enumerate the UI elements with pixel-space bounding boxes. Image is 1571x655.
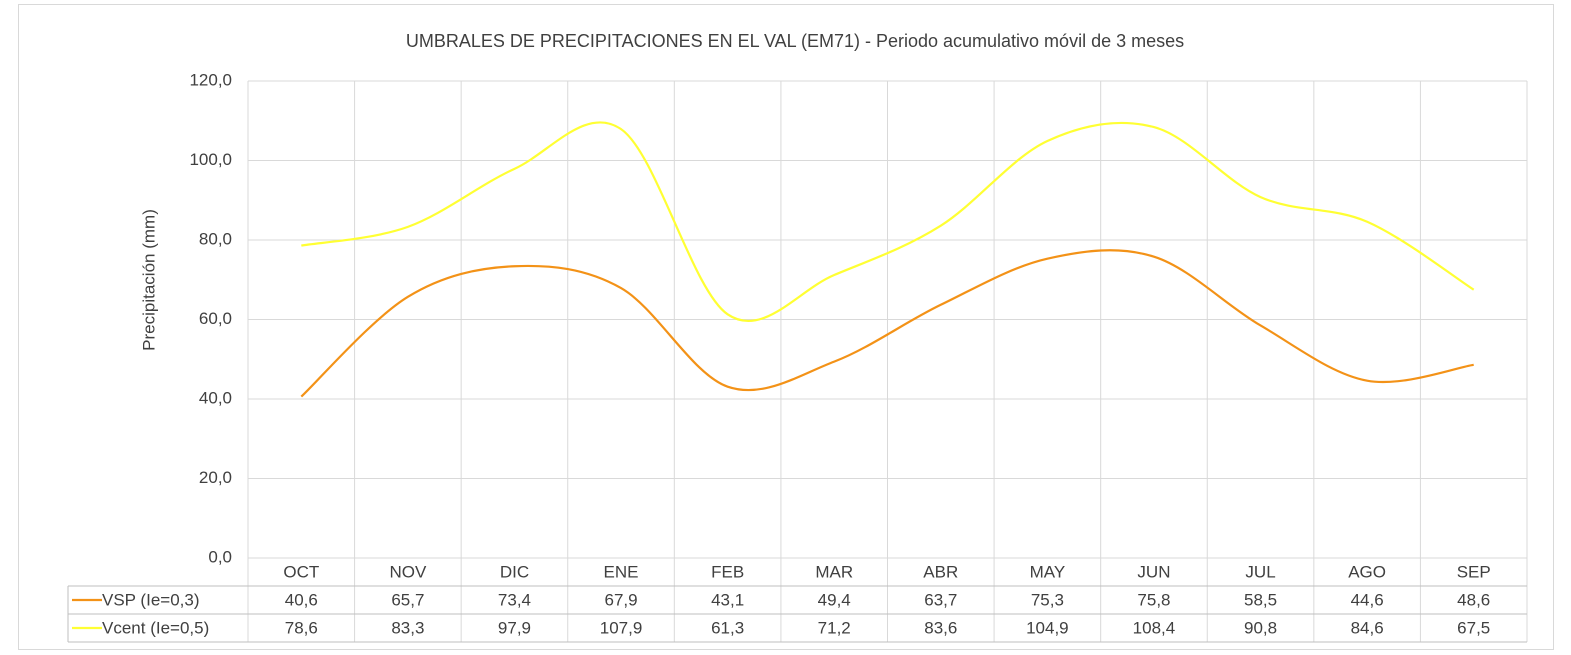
- series-line: [301, 121, 1475, 322]
- table-value: 104,9: [1026, 618, 1069, 637]
- x-tick-label: JUN: [1137, 562, 1170, 581]
- table-value: 61,3: [711, 618, 744, 637]
- x-tick-label: MAY: [1030, 562, 1066, 581]
- x-tick-label: SEP: [1457, 562, 1491, 581]
- x-tick-label: JUL: [1245, 562, 1275, 581]
- y-tick-label: 20,0: [199, 468, 232, 487]
- table-value: 78,6: [285, 618, 318, 637]
- legend-label: Vcent (Ie=0,5): [102, 618, 209, 637]
- table-value: 75,3: [1031, 590, 1064, 609]
- x-tick-label: AGO: [1348, 562, 1386, 581]
- table-value: 65,7: [391, 590, 424, 609]
- table-value: 48,6: [1457, 590, 1490, 609]
- table-value: 83,6: [924, 618, 957, 637]
- table-value: 58,5: [1244, 590, 1277, 609]
- x-tick-label: OCT: [283, 562, 319, 581]
- table-value: 97,9: [498, 618, 531, 637]
- table-value: 67,5: [1457, 618, 1490, 637]
- table-value: 43,1: [711, 590, 744, 609]
- series-line: [300, 249, 1474, 398]
- y-tick-label: 40,0: [199, 388, 232, 407]
- x-tick-label: MAR: [815, 562, 853, 581]
- legend-label: VSP (Ie=0,3): [102, 590, 200, 609]
- x-tick-label: NOV: [389, 562, 427, 581]
- table-value: 108,4: [1133, 618, 1176, 637]
- chart-frame: [18, 4, 1554, 650]
- y-axis-label: Precipitación (mm): [139, 209, 158, 351]
- table-value: 83,3: [391, 618, 424, 637]
- y-tick-label: 80,0: [199, 229, 232, 248]
- y-tick-label: 0,0: [208, 547, 232, 566]
- y-tick-label: 100,0: [189, 150, 232, 169]
- table-value: 44,6: [1351, 590, 1384, 609]
- y-tick-label: 120,0: [189, 70, 232, 89]
- table-value: 49,4: [818, 590, 851, 609]
- table-value: 67,9: [604, 590, 637, 609]
- table-value: 71,2: [818, 618, 851, 637]
- table-value: 107,9: [600, 618, 643, 637]
- table-value: 63,7: [924, 590, 957, 609]
- table-value: 75,8: [1137, 590, 1170, 609]
- table-value: 90,8: [1244, 618, 1277, 637]
- table-value: 40,6: [285, 590, 318, 609]
- table-value: 73,4: [498, 590, 531, 609]
- x-tick-label: ABR: [923, 562, 958, 581]
- x-tick-label: ENE: [604, 562, 639, 581]
- x-tick-label: DIC: [500, 562, 529, 581]
- x-tick-label: FEB: [711, 562, 744, 581]
- table-value: 84,6: [1351, 618, 1384, 637]
- y-tick-label: 60,0: [199, 309, 232, 328]
- chart-title: UMBRALES DE PRECIPITACIONES EN EL VAL (E…: [406, 31, 1184, 51]
